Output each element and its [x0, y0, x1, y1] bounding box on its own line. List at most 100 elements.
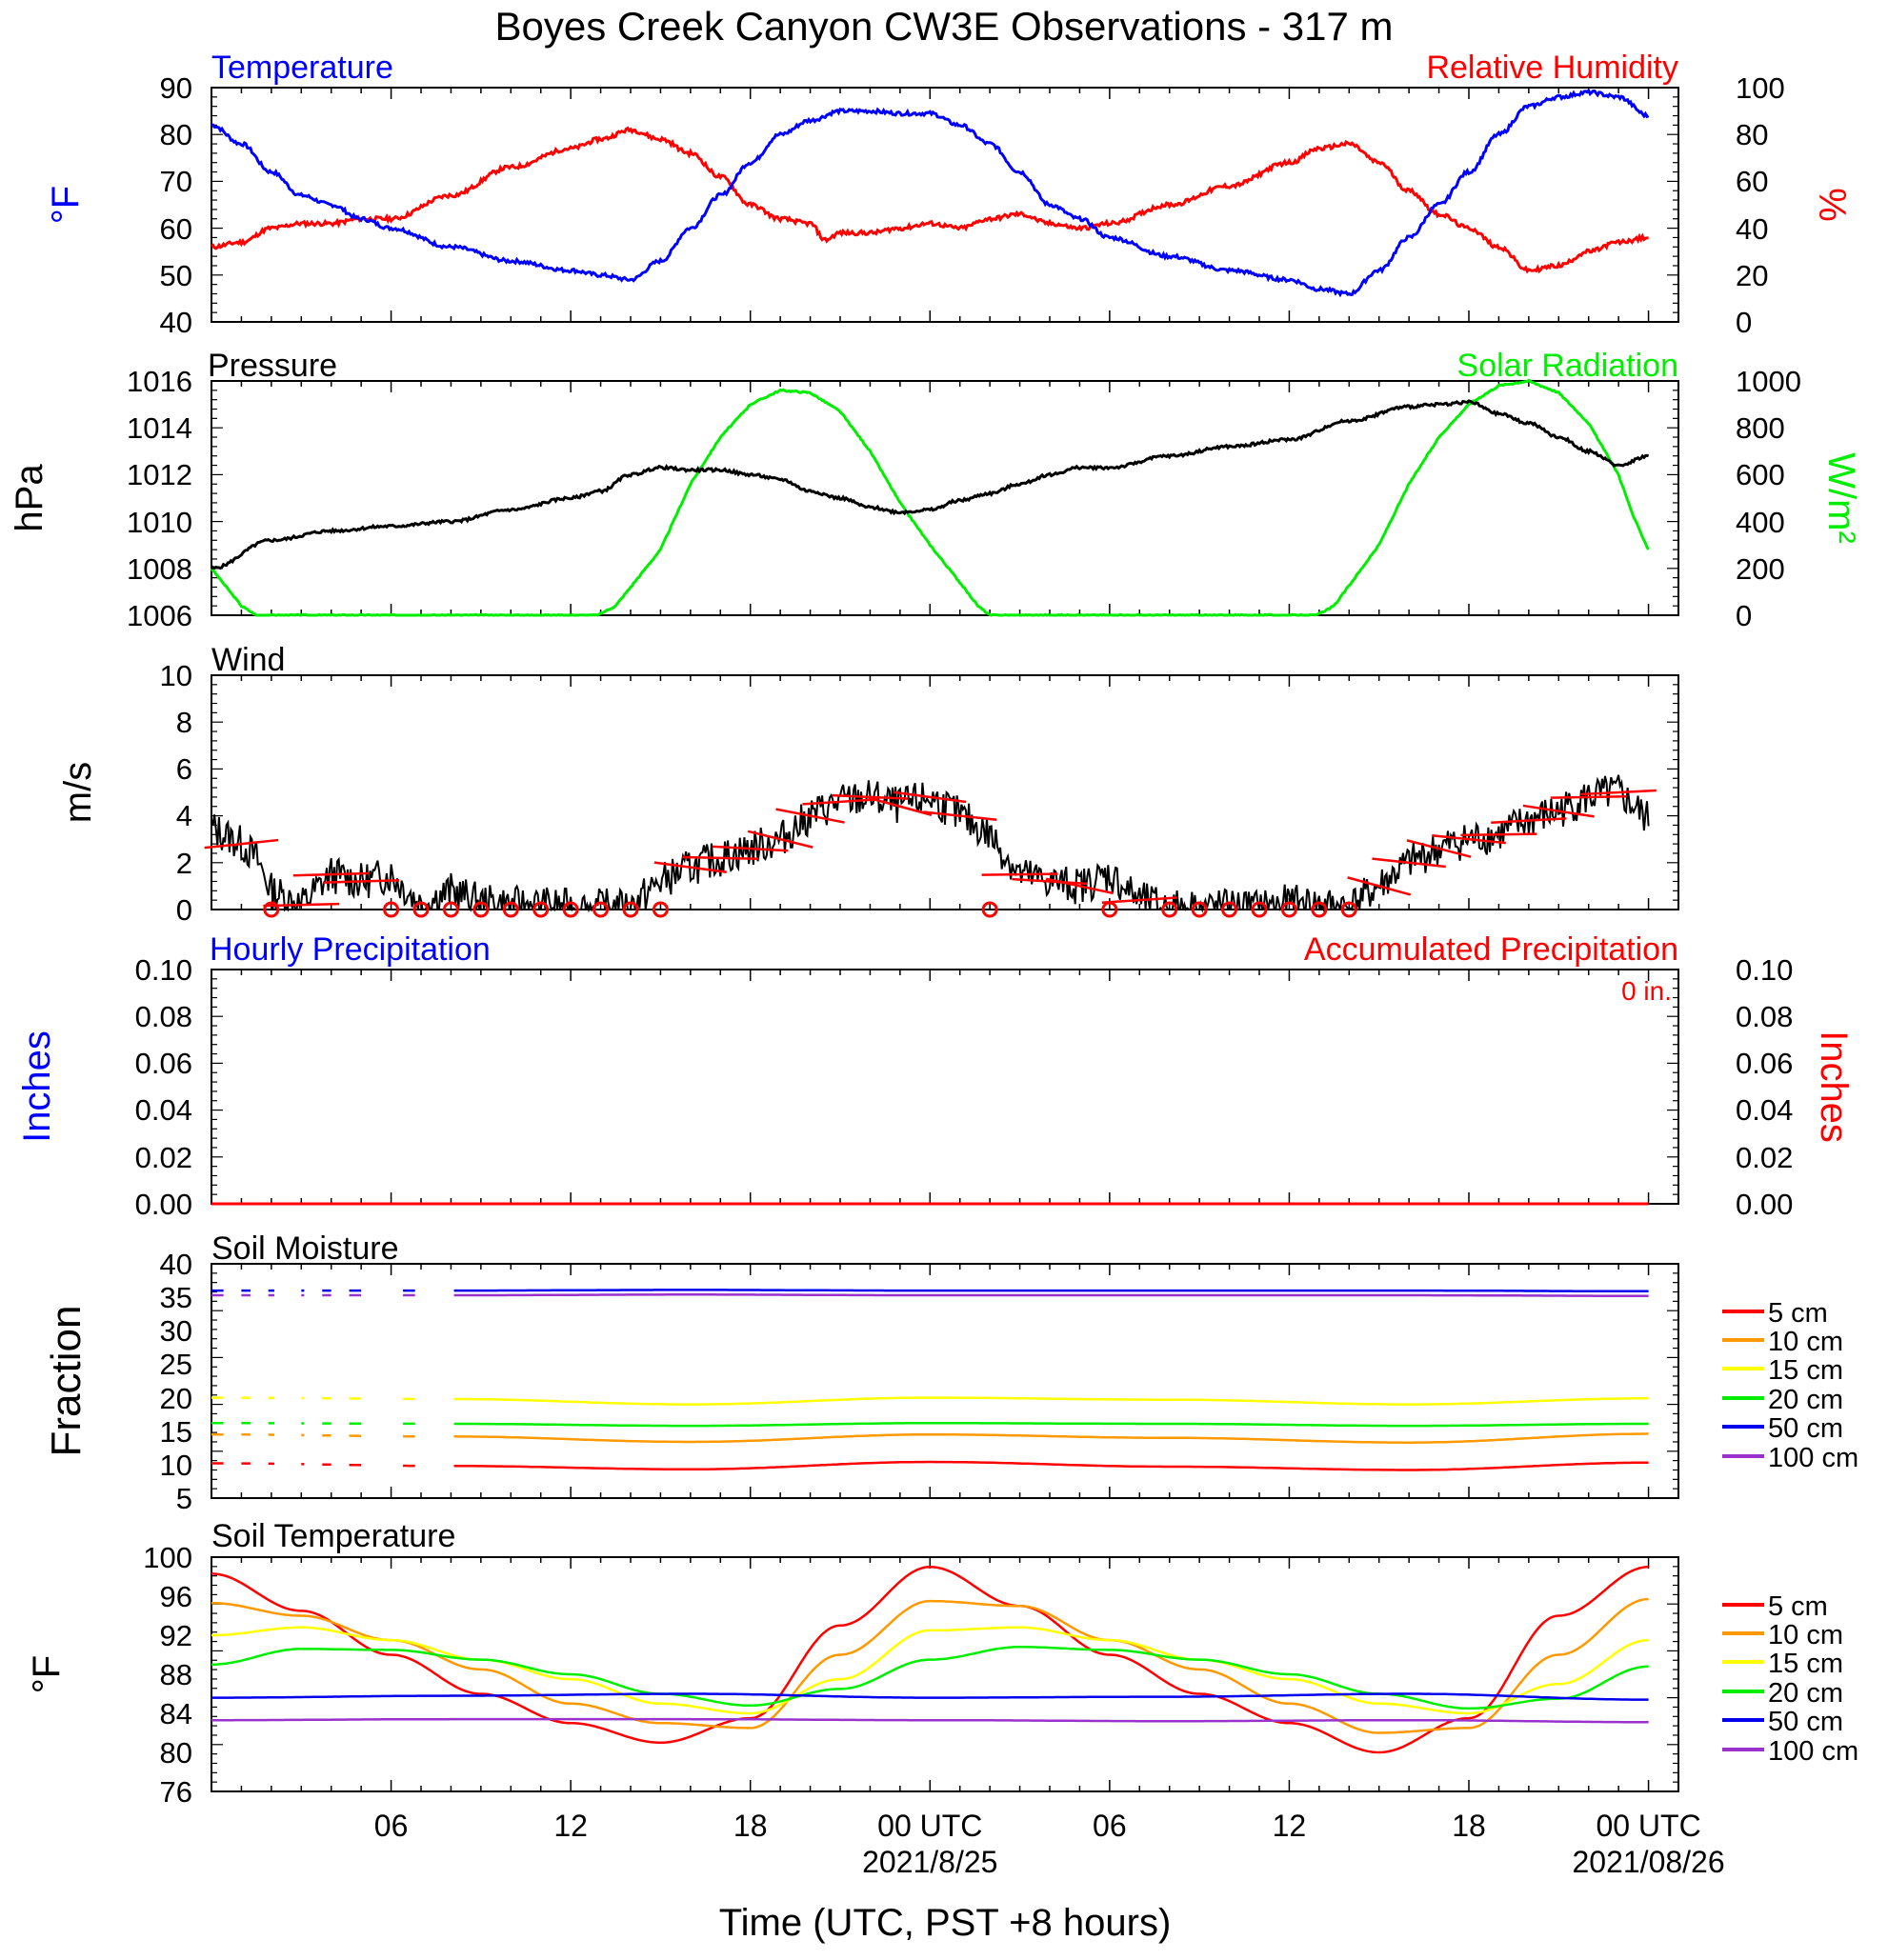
x-tick-label: 12	[1273, 1809, 1307, 1843]
soil-temp-legend: 5 cm 10 cm 15 cm 20 cm 50 cm 100 cm	[1722, 1591, 1858, 1767]
y-tick-label: 5	[176, 1482, 192, 1515]
wind-barb	[894, 790, 967, 804]
calm-wind-marker	[1161, 901, 1178, 918]
y-tick-label: 35	[160, 1281, 192, 1314]
legend-label-20cm: 20 cm	[1768, 1678, 1843, 1709]
soil-temp-panel: Soil Temperature °F 76 80 84 88 92 96 10…	[26, 1518, 1858, 1809]
x-tick-label: 18	[733, 1809, 768, 1843]
pressure-solar-ticks	[211, 380, 1679, 616]
soil-moisture-panel: Soil Moisture Fraction 5 10 15 20 25 30 …	[43, 1230, 1858, 1515]
y-tick-label: 40	[1736, 212, 1768, 246]
y-tick-label: 70	[160, 165, 192, 198]
y-tick-label: 80	[1736, 118, 1768, 151]
y-tick-label: 0.04	[135, 1093, 192, 1127]
soil-temp-line	[211, 1692, 1649, 1701]
wind-barb	[1012, 877, 1088, 886]
temp-unit-label: °F	[45, 186, 87, 224]
pressure-line	[210, 399, 1649, 570]
y-tick-label: 1008	[127, 552, 192, 586]
precip-left-ticks: 0.00 0.02 0.04 0.06 0.08 0.10	[135, 953, 192, 1221]
temp-left-ticks: 40 50 60 70 80 90	[160, 71, 192, 339]
y-tick-label: 88	[160, 1658, 192, 1691]
wind-barb	[1406, 839, 1472, 858]
hourly-precip-unit: Inches	[16, 1030, 58, 1143]
x-date-label: 2021/08/26	[1572, 1845, 1724, 1879]
y-tick-label: 50	[160, 259, 192, 292]
temperature-title: Temperature	[211, 50, 393, 86]
x-tick-label: 12	[553, 1809, 588, 1843]
soil-moisture-lines	[211, 1289, 1649, 1471]
y-tick-label: 0.08	[135, 1000, 192, 1033]
y-tick-label: 0	[1736, 306, 1752, 339]
x-tick-label: 06	[374, 1809, 409, 1843]
calm-wind-marker	[1251, 901, 1268, 918]
x-tick-label: 18	[1452, 1809, 1486, 1843]
y-tick-label: 0.08	[1736, 1000, 1793, 1033]
y-tick-label: 60	[160, 212, 192, 246]
wind-barb	[1372, 857, 1446, 869]
y-tick-label: 15	[160, 1415, 192, 1449]
soil-temp-title: Soil Temperature	[211, 1518, 455, 1554]
wind-barb	[1522, 804, 1595, 818]
y-tick-label: 200	[1736, 552, 1785, 586]
soil-moisture-ticks	[211, 1263, 1679, 1499]
calm-wind-marker	[1191, 901, 1208, 918]
temperature-line	[211, 88, 1650, 298]
wind-unit-label: m/s	[57, 762, 99, 823]
y-tick-label: 1010	[127, 506, 192, 539]
wind-barb	[292, 871, 370, 877]
y-tick-label: 1006	[127, 599, 192, 632]
y-tick-label: 25	[160, 1348, 192, 1381]
wind-ticks	[211, 674, 1679, 910]
soil-moisture-left-ticks: 5 10 15 20 25 30 35 40	[160, 1248, 192, 1515]
calm-wind-marker	[1221, 901, 1238, 918]
wind-speed-line	[211, 774, 1650, 913]
rh-right-ticks: 0 20 40 60 80 100	[1736, 71, 1785, 339]
calm-wind-marker	[442, 901, 459, 918]
soil-moisture-line	[211, 1432, 1649, 1444]
soil-temp-line	[211, 1646, 1649, 1710]
legend-label-100cm: 100 cm	[1768, 1443, 1858, 1473]
y-tick-label: 0.06	[135, 1047, 192, 1080]
y-tick-label: 90	[160, 71, 192, 105]
soil-temp-lines	[211, 1566, 1649, 1754]
y-tick-label: 0.02	[135, 1141, 192, 1174]
calm-wind-marker	[532, 901, 550, 918]
x-tick-label: 00 UTC	[1596, 1809, 1700, 1843]
wind-barb	[775, 808, 845, 824]
legend-label-10cm: 10 cm	[1768, 1327, 1843, 1357]
y-tick-label: 100	[1736, 71, 1785, 105]
legend-label-50cm: 50 cm	[1768, 1413, 1843, 1444]
legend-label-20cm: 20 cm	[1768, 1385, 1843, 1415]
y-tick-label: 92	[160, 1619, 192, 1652]
y-tick-label: 20	[160, 1382, 192, 1415]
solar-title: Solar Radiation	[1457, 348, 1678, 384]
y-tick-label: 0	[176, 893, 192, 927]
y-tick-label: 400	[1736, 506, 1785, 539]
soil-moisture-line	[211, 1422, 1649, 1428]
precip-panel: Hourly Precipitation Accumulated Precipi…	[16, 931, 1855, 1221]
y-tick-label: 80	[160, 118, 192, 151]
y-tick-label: 96	[160, 1580, 192, 1613]
legend-label-10cm: 10 cm	[1768, 1620, 1843, 1650]
accum-precip-unit: Inches	[1813, 1030, 1855, 1143]
y-tick-label: 2	[176, 847, 192, 880]
y-tick-label: 600	[1736, 458, 1785, 491]
soil-temp-line	[211, 1717, 1649, 1724]
y-tick-label: 0.00	[135, 1188, 192, 1221]
pressure-unit-label: hPa	[9, 464, 50, 532]
wind-barb	[204, 838, 279, 850]
calm-wind-marker	[593, 901, 610, 918]
precip-total-label: 0 in.	[1621, 976, 1672, 1006]
soil-moisture-line	[211, 1460, 1649, 1471]
legend-label-15cm: 15 cm	[1768, 1355, 1843, 1386]
wind-barb	[1460, 832, 1537, 837]
x-tick-label: 06	[1093, 1809, 1127, 1843]
y-tick-label: 60	[1736, 165, 1768, 198]
pressure-left-ticks: 1006 1008 1010 1012 1014 1016	[127, 365, 192, 632]
soil-temp-frame	[211, 1556, 1679, 1792]
pressure-title: Pressure	[208, 348, 337, 384]
y-tick-label: 80	[160, 1736, 192, 1770]
